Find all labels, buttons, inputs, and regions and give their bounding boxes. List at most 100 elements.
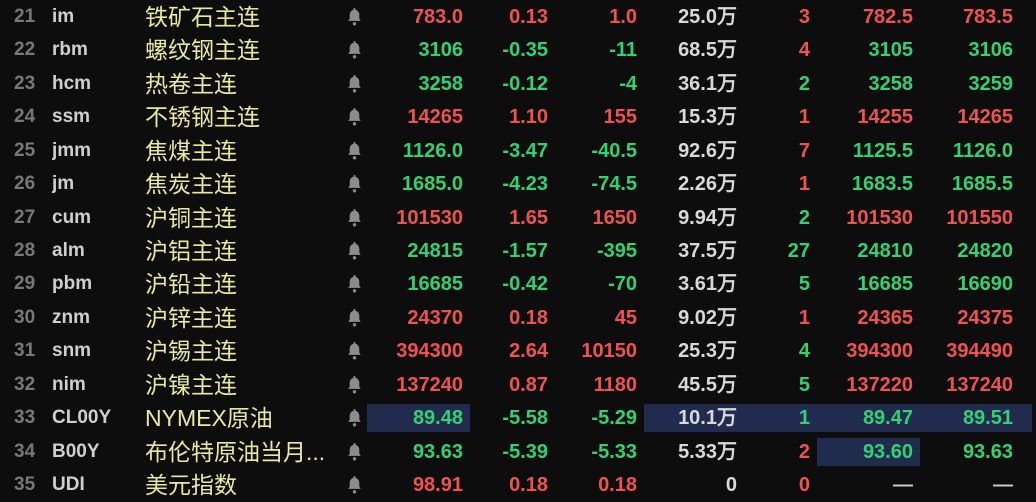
alert-bell-icon[interactable] <box>341 270 367 298</box>
last-price: 137240 <box>396 373 463 396</box>
bid-price: 782.5 <box>862 5 913 28</box>
order-count: 4 <box>798 39 810 62</box>
alert-bell-icon[interactable] <box>341 438 367 466</box>
bid-price: 394300 <box>846 340 913 363</box>
row-index: 35 <box>14 474 36 496</box>
row-index: 29 <box>14 273 36 295</box>
change-value: 1.0 <box>609 5 637 28</box>
alert-bell-icon[interactable] <box>341 404 367 432</box>
alert-bell-icon[interactable] <box>341 371 367 399</box>
alert-bell-icon[interactable] <box>341 237 367 265</box>
ask-price: 137240 <box>946 373 1013 396</box>
change-value: -40.5 <box>591 139 637 162</box>
instrument-name: 铁矿石主连 <box>145 3 260 30</box>
table-row[interactable]: 34 B00Y 布伦特原油当月... 93.63 -5.39 -5.33 5.3… <box>0 435 1036 468</box>
volume: 9.94万 <box>678 206 737 229</box>
bid-price: 14255 <box>857 106 913 129</box>
change-value: -11 <box>609 39 637 62</box>
bid-price: 3105 <box>868 39 914 62</box>
bell-icon <box>347 242 361 260</box>
row-index: 34 <box>14 440 36 462</box>
alert-bell-icon[interactable] <box>341 36 367 64</box>
table-row[interactable]: 28 alm 沪铝主连 24815 -1.57 -395 37.5万 27 24… <box>0 234 1036 267</box>
ask-price: 783.5 <box>962 5 1013 28</box>
order-count: 4 <box>798 340 810 363</box>
ask-price: 3259 <box>968 72 1014 95</box>
instrument-name: 沪铜主连 <box>145 204 237 231</box>
row-index: 21 <box>14 5 36 27</box>
volume: 25.0万 <box>678 5 737 28</box>
table-row[interactable]: 24 ssm 不锈钢主连 14265 1.10 155 15.3万 1 1425… <box>0 100 1036 133</box>
row-index: 25 <box>14 139 36 161</box>
change-percent: 0.87 <box>509 373 548 396</box>
alert-bell-icon[interactable] <box>341 103 367 131</box>
alert-bell-icon[interactable] <box>341 137 367 165</box>
change-value: 0.18 <box>598 474 637 497</box>
ask-price: 24820 <box>957 240 1013 263</box>
change-percent: 2.64 <box>509 340 548 363</box>
table-row[interactable]: 35 UDI 美元指数 98.91 0.18 0.18 0 0 — — <box>0 469 1036 502</box>
symbol-code: nim <box>52 373 86 395</box>
volume: 9.02万 <box>678 306 737 329</box>
alert-bell-icon[interactable] <box>341 204 367 232</box>
last-price: 3258 <box>418 72 464 95</box>
bell-icon <box>347 74 361 93</box>
volume: 15.3万 <box>678 106 737 129</box>
symbol-code: CL00Y <box>52 407 112 429</box>
table-row[interactable]: 23 hcm 热卷主连 3258 -0.12 -4 36.1万 2 3258 3… <box>0 67 1036 100</box>
bid-price: 89.47 <box>817 404 920 433</box>
change-percent: -0.42 <box>502 273 548 296</box>
table-row[interactable]: 27 cum 沪铜主连 101530 1.65 1650 9.94万 2 101… <box>0 201 1036 234</box>
alert-bell-icon[interactable] <box>341 70 367 98</box>
last-price: 101530 <box>396 206 463 229</box>
table-row[interactable]: 29 pbm 沪铅主连 16685 -0.42 -70 3.61万 5 1668… <box>0 268 1036 301</box>
table-row[interactable]: 25 jmm 焦煤主连 1126.0 -3.47 -40.5 92.6万 7 1… <box>0 134 1036 167</box>
alert-bell-icon[interactable] <box>341 471 367 499</box>
instrument-name: 热卷主连 <box>145 70 237 97</box>
order-count: 2 <box>798 206 810 229</box>
change-percent: -4.23 <box>502 173 548 196</box>
instrument-name: 沪镍主连 <box>145 371 237 398</box>
instrument-name: 沪铅主连 <box>145 271 237 298</box>
table-row[interactable]: 22 rbm 螺纹钢主连 3106 -0.35 -11 68.5万 4 3105… <box>0 33 1036 66</box>
change-percent: -1.57 <box>502 240 548 263</box>
table-row[interactable]: 32 nim 沪镍主连 137240 0.87 1180 45.5万 5 137… <box>0 368 1036 401</box>
row-index: 26 <box>14 173 36 195</box>
ask-price: — <box>993 474 1013 497</box>
bid-price: 24365 <box>857 306 913 329</box>
volume: 25.3万 <box>678 340 737 363</box>
table-row[interactable]: 31 snm 沪锡主连 394300 2.64 10150 25.3万 4 39… <box>0 335 1036 368</box>
table-row[interactable]: 26 jm 焦炭主连 1685.0 -4.23 -74.5 2.26万 1 16… <box>0 167 1036 200</box>
order-count: 27 <box>787 240 810 263</box>
order-count: 3 <box>798 5 810 28</box>
row-index: 31 <box>14 340 36 362</box>
order-count: 5 <box>798 373 810 396</box>
bell-icon <box>347 342 361 360</box>
change-value: -395 <box>596 240 637 263</box>
instrument-name: 焦煤主连 <box>145 137 237 164</box>
alert-bell-icon[interactable] <box>341 3 367 31</box>
alert-bell-icon[interactable] <box>341 337 367 365</box>
last-price: 24370 <box>407 306 463 329</box>
alert-bell-icon[interactable] <box>341 304 367 332</box>
bid-price: — <box>893 474 913 497</box>
instrument-name: 布伦特原油当月... <box>145 438 326 465</box>
volume: 5.33万 <box>678 440 737 463</box>
instrument-name: NYMEX原油 <box>145 405 273 432</box>
volume: 68.5万 <box>678 39 737 62</box>
bell-icon <box>347 41 361 59</box>
symbol-code: B00Y <box>52 440 100 462</box>
table-row[interactable]: 21 im 铁矿石主连 783.0 0.13 1.0 25.0万 3 782.5… <box>0 0 1036 33</box>
table-row[interactable]: 30 znm 沪锌主连 24370 0.18 45 9.02万 1 24365 … <box>0 301 1036 334</box>
symbol-code: cum <box>52 206 92 228</box>
bid-price: 24810 <box>857 240 913 263</box>
bid-price: 1683.5 <box>851 173 913 196</box>
ask-price: 1685.5 <box>951 173 1013 196</box>
instrument-name: 沪铝主连 <box>145 238 237 265</box>
row-index: 22 <box>14 39 36 61</box>
table-row[interactable]: 33 CL00Y NYMEX原油 89.48 -5.58 -5.29 10.1万… <box>0 402 1036 435</box>
alert-bell-icon[interactable] <box>341 170 367 198</box>
volume: 10.1万 <box>644 404 744 433</box>
bid-price: 137220 <box>846 373 913 396</box>
bell-icon <box>347 375 361 394</box>
